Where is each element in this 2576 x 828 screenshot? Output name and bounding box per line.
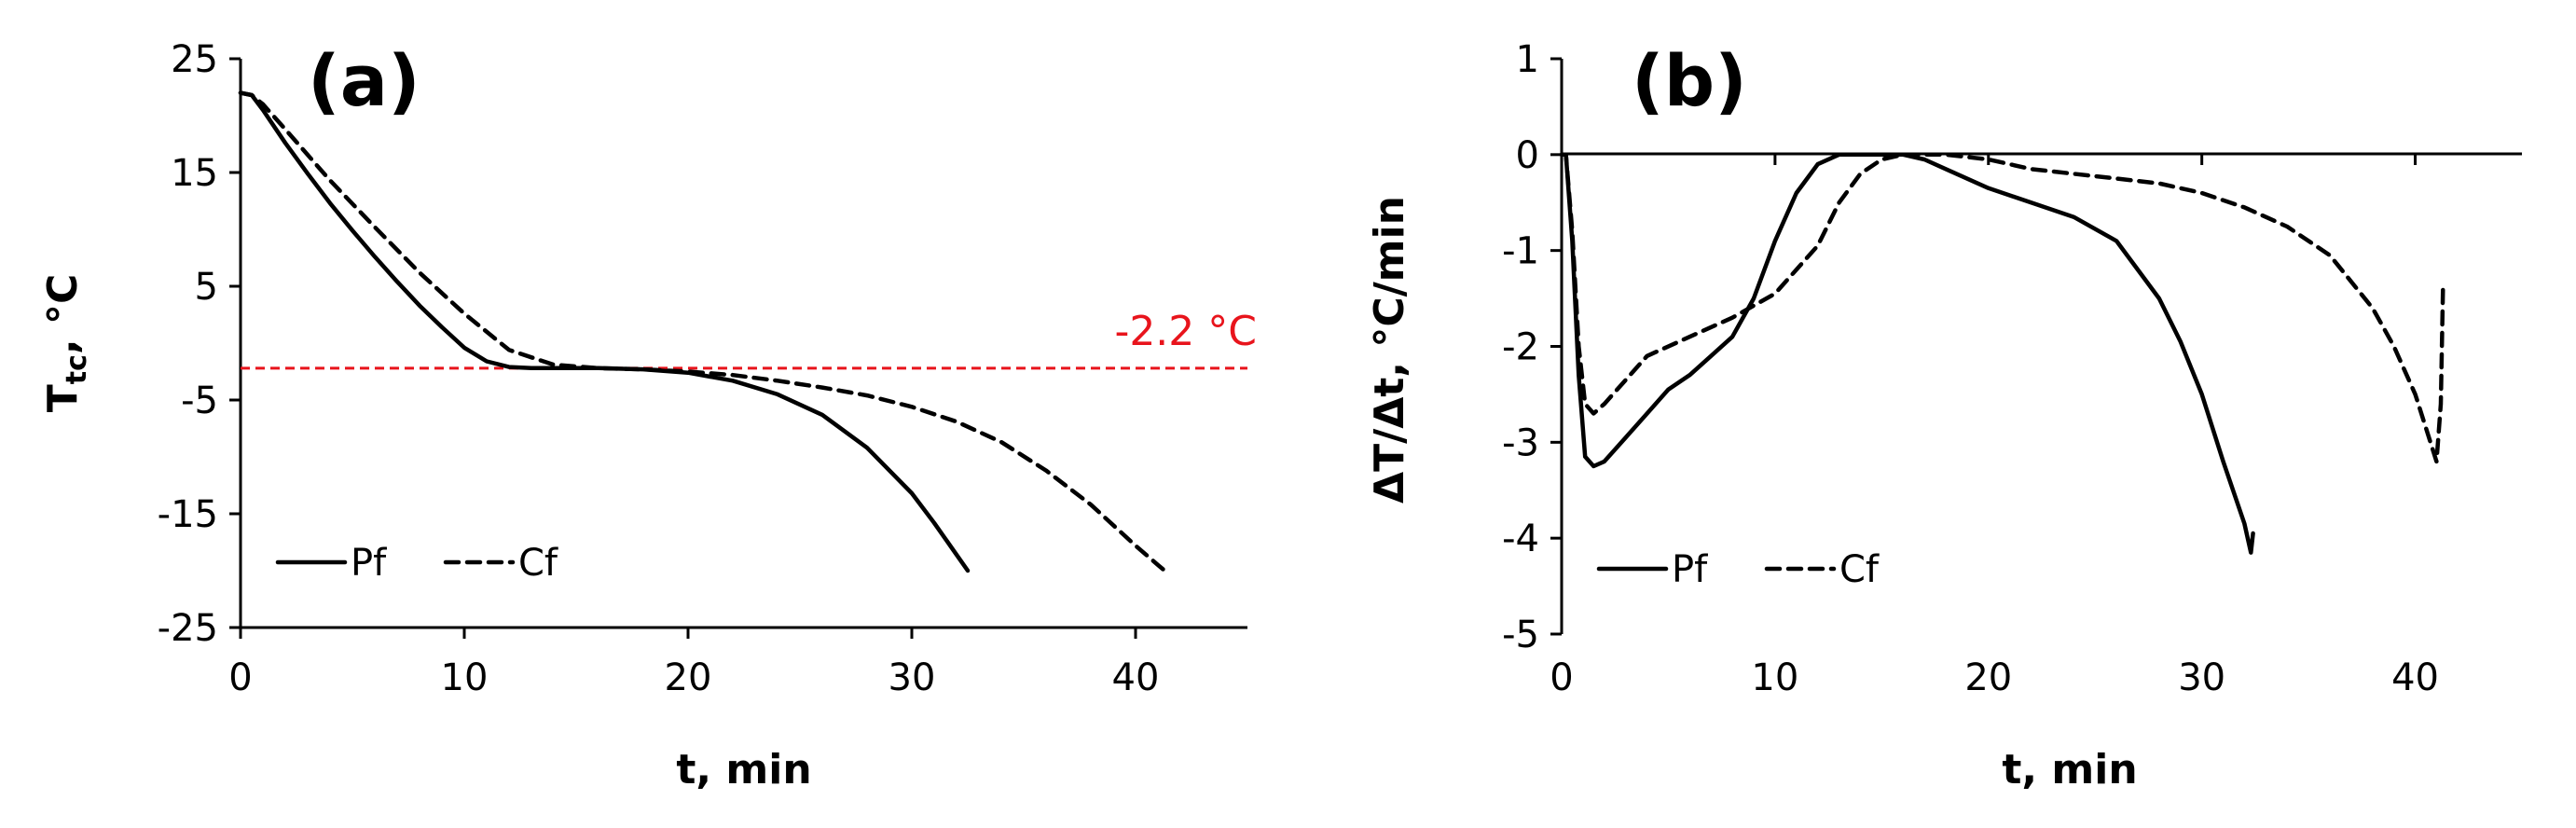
x-tick-label-b: 20: [1964, 656, 2012, 699]
series-cf-line: [1559, 152, 2445, 464]
y-axis-label-a-rest: , °C: [39, 274, 87, 354]
x-tick-label-b: 30: [2178, 656, 2225, 699]
y-axis-label-a: Ttc, °C: [39, 274, 93, 412]
chart-panel-a: 25 15 5 -5 -15 -25 0 10 20 30 40 -2.2 °C (a) t, m…: [39, 38, 1257, 794]
y-tick-label-b: 1: [1516, 38, 1539, 81]
y-axis-label-b: ΔT/Δt, °C/min: [1366, 196, 1413, 504]
panel-label-a: (a): [308, 39, 420, 122]
y-tick-label-a: -25: [158, 607, 218, 650]
x-tick-label-b: 10: [1751, 656, 1798, 699]
legend-label-cf: Cf: [1839, 548, 1880, 591]
y-tick-label-b: -5: [1502, 614, 1539, 656]
y-axis-label-a-main: T: [39, 384, 87, 412]
x-tick-label-a: 10: [441, 656, 489, 699]
x-axis-label-b: t, min: [2002, 746, 2137, 794]
y-tick-label-b: -3: [1502, 421, 1539, 464]
y-tick-label-b: -1: [1502, 230, 1539, 273]
chart-panel-b: 10-1-2-3-4-5 0 10 20 30 40 (b) t, min ΔT/Δt,…: [1366, 38, 2522, 794]
y-tick-label-b: 0: [1516, 134, 1539, 177]
y-tick-label-a: 5: [195, 266, 218, 309]
series-pf-line: [1559, 152, 2255, 555]
x-tick-label-a: 40: [1112, 656, 1160, 699]
x-tick-label-b: 40: [2391, 656, 2439, 699]
series-pf-line: [238, 90, 971, 573]
y-tick-label-a: 25: [171, 38, 218, 81]
x-tick-label-a: 20: [665, 656, 712, 699]
x-tick-label-a: 0: [228, 656, 252, 699]
y-tick-label-b: -4: [1502, 518, 1539, 560]
reference-line-label: -2.2 °C: [1114, 308, 1257, 355]
x-tick-label-b: 0: [1550, 656, 1573, 699]
x-tick-label-a: 30: [889, 656, 936, 699]
legend-label-pf: Pf: [351, 542, 387, 585]
series-cf-line: [238, 90, 1167, 573]
legend-label-pf: Pf: [1672, 548, 1708, 591]
y-tick-label-a: 15: [171, 152, 218, 195]
x-axis-label-a: t, min: [676, 746, 811, 794]
y-tick-label-a: -15: [158, 493, 218, 536]
panel-label-b: (b): [1632, 39, 1747, 122]
y-axis-label-a-sub: tc: [61, 354, 93, 384]
y-tick-label-a: -5: [181, 380, 218, 422]
y-axis-label-b-main: ΔT/Δt, °C/min: [1366, 196, 1413, 504]
legend-label-cf: Cf: [518, 542, 558, 585]
legend-b: Pf Cf: [1596, 548, 1880, 591]
legend-a: Pf Cf: [275, 542, 558, 585]
y-tick-label-b: -2: [1502, 326, 1539, 369]
